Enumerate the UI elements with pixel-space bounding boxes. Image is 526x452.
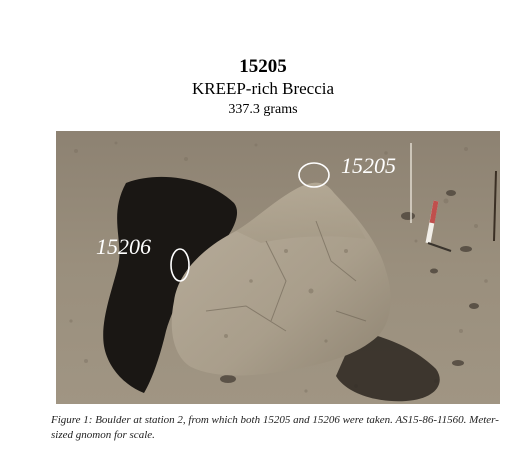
label-15206: 15206: [96, 234, 151, 259]
sample-mass: 337.3 grams: [0, 101, 526, 119]
sample-title: 15205: [0, 56, 526, 78]
label-15205: 15205: [341, 153, 396, 178]
sample-type: KREEP-rich Breccia: [0, 79, 526, 99]
figure-caption: Figure 1: Boulder at station 2, from whi…: [51, 413, 507, 443]
boulder-photo: 15205 15206: [56, 131, 500, 404]
